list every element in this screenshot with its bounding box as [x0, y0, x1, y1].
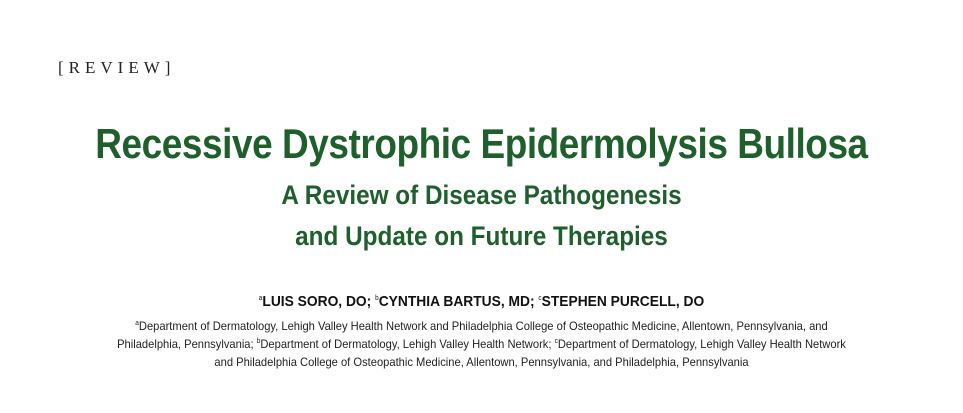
affiliation-line-2: Philadelphia, Pennsylvania; bDepartment …	[34, 337, 930, 351]
author-2-name: CYNTHIA BARTUS, MD;	[378, 293, 535, 310]
author-3-name: STEPHEN PURCELL, DO	[541, 293, 705, 310]
affiliation-b-text: Department of Dermatology, Lehigh Valley…	[260, 337, 552, 351]
author-1-name: LUIS SORO, DO;	[262, 293, 372, 310]
affiliation-line-1: aDepartment of Dermatology, Lehigh Valle…	[34, 319, 930, 333]
section-label: [REVIEW]	[58, 58, 176, 77]
article-title: Recessive Dystrophic Epidermolysis Bullo…	[95, 120, 868, 167]
author-1-affiliation-mark: a	[258, 295, 263, 302]
author-2-affiliation-mark: b	[375, 295, 379, 302]
author-list: aLUIS SORO, DO; bCYNTHIA BARTUS, MD; cST…	[39, 293, 925, 310]
affiliation-a-mark: a	[135, 320, 139, 327]
author-3-affiliation-mark: c	[538, 295, 542, 302]
affiliation-a-text: Department of Dermatology, Lehigh Valley…	[138, 319, 828, 333]
affiliation-c-text: Department of Dermatology, Lehigh Valley…	[557, 337, 846, 351]
article-subtitle-line-1: A Review of Disease Pathogenesis	[281, 180, 682, 210]
affiliation-c-mark: c	[554, 338, 558, 345]
affiliation-line-3: and Philadelphia College of Osteopathic …	[214, 355, 749, 369]
affiliation-b-mark: b	[256, 338, 261, 345]
affiliation-a-text-cont: Philadelphia, Pennsylvania;	[117, 337, 254, 351]
article-subtitle-line-2: and Update on Future Therapies	[295, 221, 668, 251]
